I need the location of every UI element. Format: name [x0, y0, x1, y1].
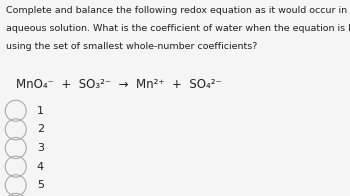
Text: aqueous solution. What is the coefficient of water when the equation is balanced: aqueous solution. What is the coefficien… — [6, 24, 350, 33]
Text: 2: 2 — [37, 124, 44, 134]
Text: MnO₄⁻  +  SO₃²⁻  →  Mn²⁺  +  SO₄²⁻: MnO₄⁻ + SO₃²⁻ → Mn²⁺ + SO₄²⁻ — [16, 78, 222, 91]
Text: 4: 4 — [37, 162, 44, 172]
Text: 5: 5 — [37, 180, 44, 190]
Text: 3: 3 — [37, 143, 44, 153]
Text: 1: 1 — [37, 106, 44, 116]
Text: Complete and balance the following redox equation as it would occur in acidic: Complete and balance the following redox… — [6, 6, 350, 15]
Text: using the set of smallest whole-number coefficients?: using the set of smallest whole-number c… — [6, 42, 258, 51]
